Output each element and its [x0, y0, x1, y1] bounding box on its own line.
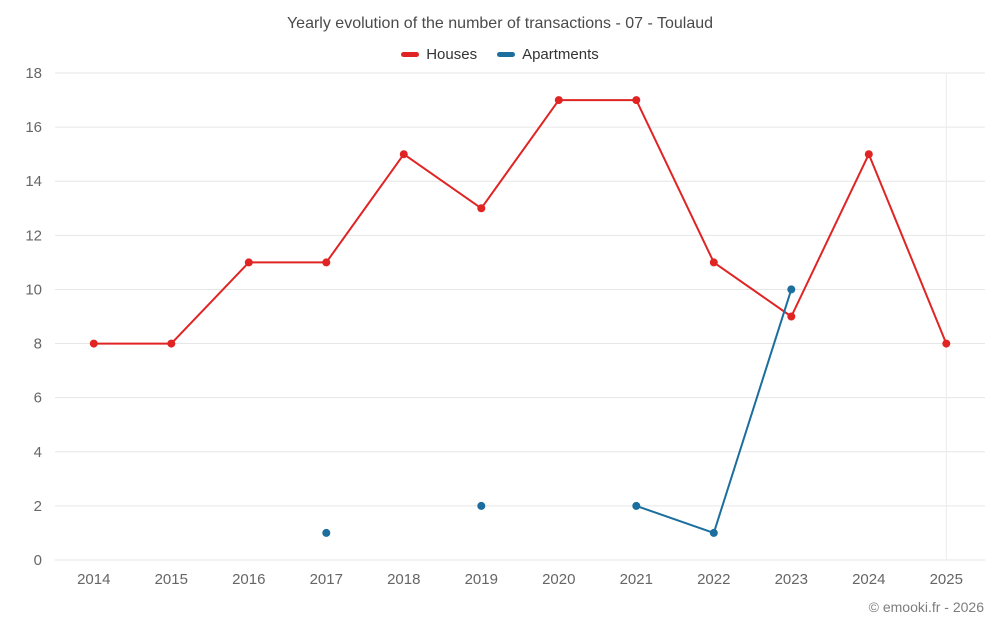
- data-point-apartments-2021[interactable]: [632, 501, 641, 510]
- data-point-houses-2025[interactable]: [942, 339, 951, 348]
- x-tick-label: 2019: [465, 571, 498, 588]
- data-point-houses-2024[interactable]: [864, 150, 873, 159]
- data-point-apartments-2022[interactable]: [709, 528, 718, 537]
- x-tick-label: 2014: [77, 571, 110, 588]
- y-tick-label: 10: [25, 281, 42, 298]
- x-tick-label: 2023: [775, 571, 808, 588]
- legend-item-houses[interactable]: Houses: [401, 46, 477, 63]
- chart-title: Yearly evolution of the number of transa…: [286, 15, 714, 32]
- data-point-houses-2022[interactable]: [709, 258, 718, 267]
- data-point-apartments-2023[interactable]: [787, 285, 796, 294]
- apartments-legend-marker-icon: [497, 52, 516, 57]
- data-point-houses-2016[interactable]: [244, 258, 253, 267]
- data-point-houses-2021[interactable]: [632, 96, 641, 105]
- x-tick-label: 2016: [232, 571, 265, 588]
- footer-credit: © emooki.fr - 2026: [868, 599, 984, 615]
- x-tick-label: 2020: [542, 571, 575, 588]
- y-tick-label: 14: [25, 173, 42, 190]
- data-point-apartments-2017[interactable]: [322, 528, 331, 537]
- x-tick-label: 2018: [387, 571, 420, 588]
- x-tick-label: 2025: [930, 571, 963, 588]
- y-tick-label: 2: [34, 498, 42, 515]
- data-point-houses-2023[interactable]: [787, 312, 796, 321]
- x-tick-label: 2021: [620, 571, 653, 588]
- data-point-houses-2018[interactable]: [399, 150, 408, 159]
- y-tick-label: 8: [34, 336, 42, 353]
- legend-label-houses: Houses: [426, 46, 478, 63]
- series-line-apartments[interactable]: [635, 288, 793, 534]
- series-line-houses[interactable]: [92, 99, 948, 345]
- y-tick-label: 12: [25, 227, 42, 244]
- x-tick-label: 2017: [310, 571, 343, 588]
- data-point-houses-2015[interactable]: [167, 339, 176, 348]
- legend-label-apartments: Apartments: [522, 46, 599, 63]
- data-point-houses-2019[interactable]: [477, 204, 486, 213]
- y-tick-label: 0: [34, 552, 42, 569]
- chart-legend: Houses Apartments: [0, 46, 1000, 63]
- y-tick-label: 18: [25, 65, 42, 82]
- data-point-apartments-2019[interactable]: [477, 501, 486, 510]
- y-tick-label: 4: [34, 444, 42, 461]
- y-tick-label: 16: [25, 119, 42, 136]
- data-point-houses-2017[interactable]: [322, 258, 331, 267]
- y-tick-label: 6: [34, 390, 42, 407]
- data-point-houses-2020[interactable]: [554, 96, 563, 105]
- data-point-houses-2014[interactable]: [89, 339, 98, 348]
- x-tick-label: 2022: [697, 571, 730, 588]
- x-tick-label: 2015: [155, 571, 188, 588]
- legend-item-apartments[interactable]: Apartments: [497, 46, 599, 63]
- houses-legend-marker-icon: [401, 52, 420, 57]
- x-tick-label: 2024: [852, 571, 885, 588]
